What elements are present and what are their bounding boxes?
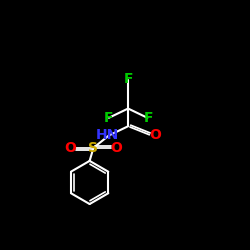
Text: S: S	[88, 141, 99, 155]
Text: F: F	[124, 72, 133, 86]
Text: O: O	[149, 128, 161, 142]
Text: F: F	[144, 111, 153, 125]
Text: HN: HN	[96, 128, 119, 142]
Text: F: F	[103, 111, 113, 125]
Text: O: O	[64, 141, 76, 155]
Text: O: O	[111, 141, 122, 155]
